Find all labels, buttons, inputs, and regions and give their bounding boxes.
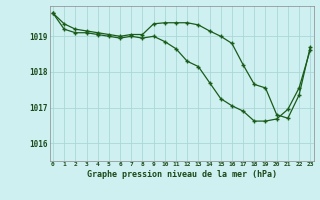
X-axis label: Graphe pression niveau de la mer (hPa): Graphe pression niveau de la mer (hPa) (87, 170, 276, 179)
